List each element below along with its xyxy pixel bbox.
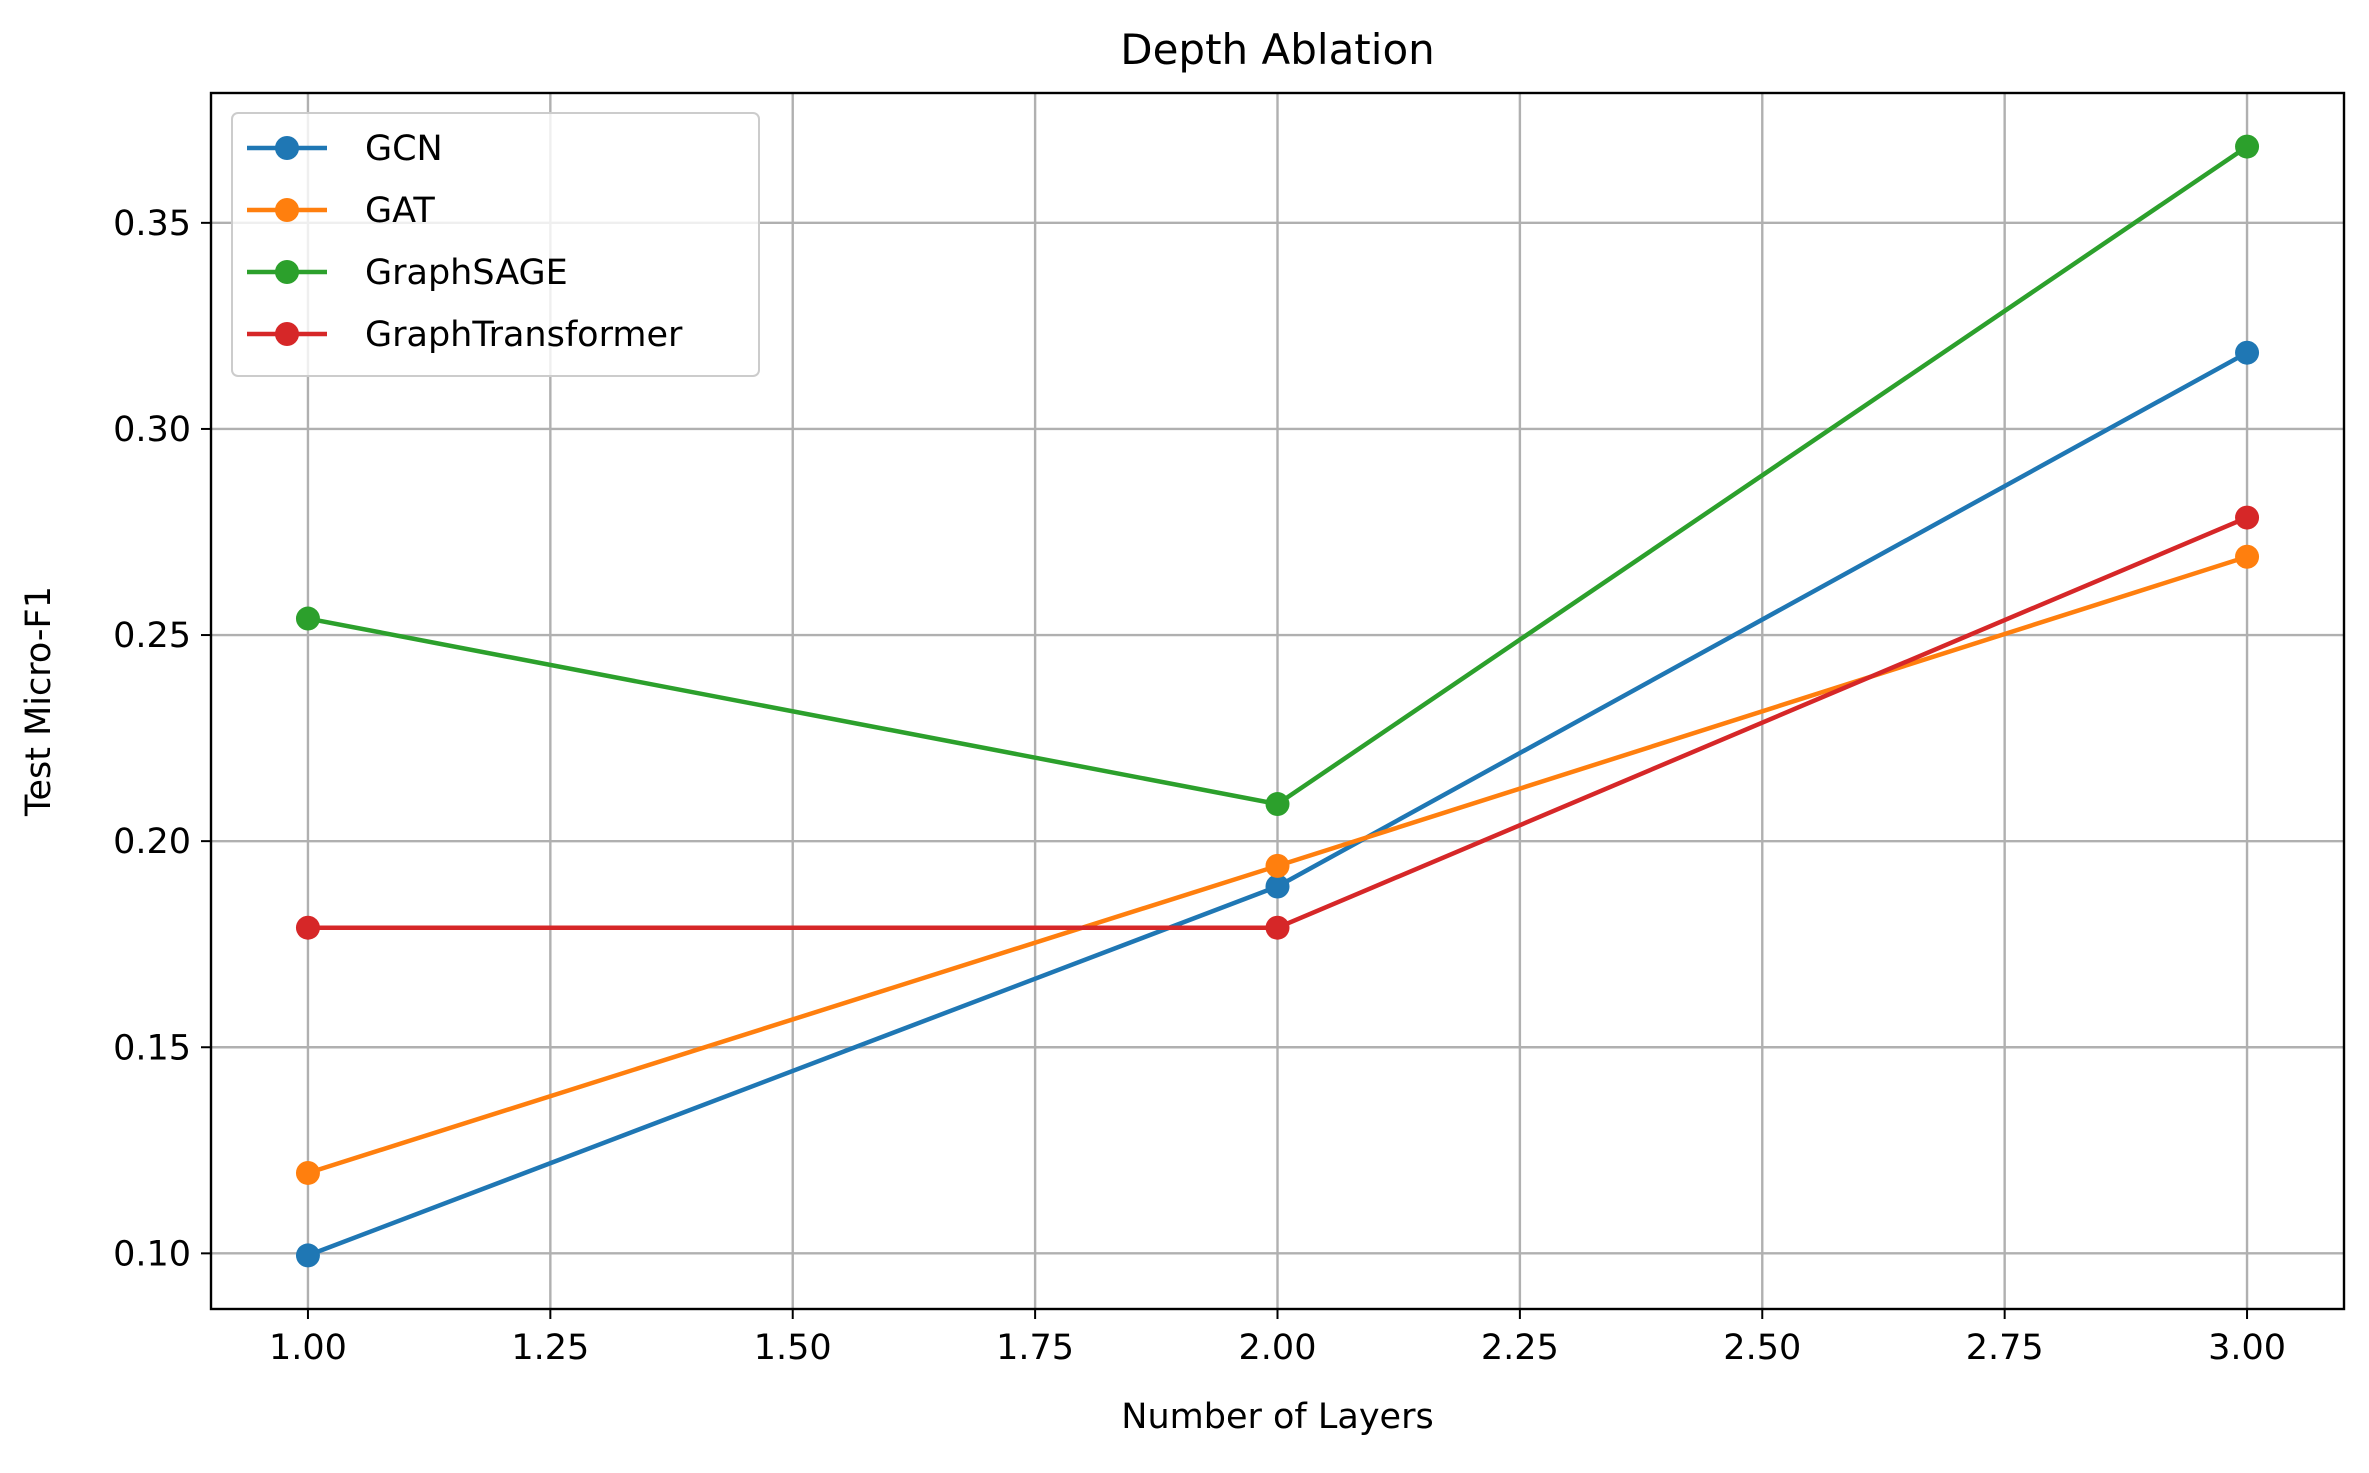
x-axis-label: Number of Layers	[1121, 1397, 1433, 1437]
y-axis-label: Test Micro-F1	[19, 586, 59, 817]
x-tick-label: 3.00	[2208, 1328, 2286, 1368]
series-layer	[295, 134, 2260, 1268]
legend-item-gat: GAT	[247, 191, 435, 231]
x-tick-label: 2.50	[1723, 1328, 1801, 1368]
x-tick-label: 2.75	[1966, 1328, 2044, 1368]
legend-item-graphtransformer: GraphTransformer	[247, 315, 683, 355]
data-point-gcn	[295, 1243, 320, 1268]
y-tick-label: 0.25	[113, 616, 191, 656]
data-point-graphsage	[1265, 792, 1290, 817]
legend-label: GraphTransformer	[365, 315, 683, 355]
data-point-gcn	[2235, 340, 2260, 365]
data-point-graphtransformer	[2235, 505, 2260, 530]
y-tick-label: 0.15	[113, 1028, 191, 1068]
legend-swatch-marker	[275, 136, 299, 160]
y-tick-label: 0.35	[113, 204, 191, 244]
legend-swatch-marker	[275, 198, 299, 222]
legend-label: GAT	[365, 191, 435, 231]
legend-box	[231, 112, 760, 377]
data-point-graphtransformer	[1265, 915, 1290, 940]
y-tick-label: 0.20	[113, 822, 191, 862]
grid	[211, 93, 2344, 1309]
legend-swatch-marker	[275, 322, 299, 346]
y-tick-label: 0.10	[113, 1234, 191, 1274]
legend-label: GCN	[365, 129, 443, 169]
series-graphtransformer	[295, 505, 2260, 940]
series-graphsage	[295, 134, 2260, 817]
x-tick-label: 2.00	[1239, 1328, 1317, 1368]
series-gat	[295, 544, 2260, 1185]
data-point-graphsage	[295, 606, 320, 631]
y-tick-label: 0.30	[113, 410, 191, 450]
legend-swatch-marker	[275, 260, 299, 284]
legend-item-graphsage: GraphSAGE	[247, 253, 568, 293]
x-tick-label: 1.50	[754, 1328, 832, 1368]
chart-title: Depth Ablation	[1120, 25, 1435, 74]
legend-item-gcn: GCN	[247, 129, 443, 169]
data-point-gat	[2235, 544, 2260, 569]
data-point-gat	[1265, 853, 1290, 878]
x-tick-label: 2.25	[1481, 1328, 1559, 1368]
legend-label: GraphSAGE	[365, 253, 568, 293]
data-point-graphsage	[2235, 134, 2260, 159]
data-point-gat	[295, 1160, 320, 1185]
x-tick-label: 1.75	[996, 1328, 1074, 1368]
x-tick-label: 1.25	[511, 1328, 589, 1368]
series-gcn	[295, 340, 2260, 1268]
data-point-graphtransformer	[295, 915, 320, 940]
data-point-gcn	[1265, 874, 1290, 899]
x-tick-label: 1.00	[269, 1328, 347, 1368]
ticks: 1.00 1.25 1.50 1.75 2.00 2.25 2.50 2.75 3.00 0.10…	[113, 204, 2286, 1368]
legend: GCN GAT GraphSAGE GraphTransformer	[231, 112, 760, 377]
